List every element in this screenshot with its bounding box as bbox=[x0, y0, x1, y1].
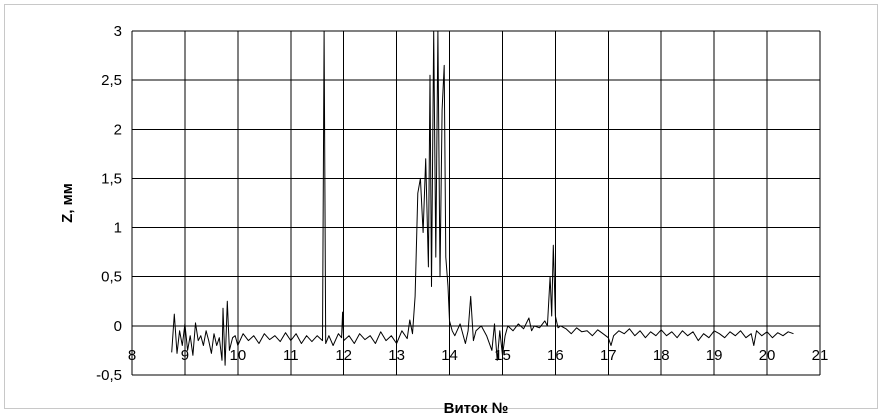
x-tick-label: 18 bbox=[653, 347, 670, 364]
x-axis-title: Виток № bbox=[444, 400, 509, 417]
x-tick-label: 20 bbox=[759, 347, 776, 364]
x-tick-label: 17 bbox=[600, 347, 617, 364]
y-axis-title: Z, мм bbox=[59, 183, 76, 223]
x-tick-label: 15 bbox=[494, 347, 511, 364]
x-tick-label: 10 bbox=[230, 347, 247, 364]
x-tick-label: 8 bbox=[128, 347, 136, 364]
x-tick-label: 19 bbox=[706, 347, 723, 364]
series-group bbox=[171, 30, 794, 366]
y-tick-label: 2,5 bbox=[101, 72, 122, 89]
y-tick-label: 1 bbox=[114, 220, 122, 237]
x-tick-label: 14 bbox=[441, 347, 458, 364]
x-tick-label: 13 bbox=[388, 347, 405, 364]
y-tick-label: 0,5 bbox=[101, 269, 122, 286]
grid-lines bbox=[131, 30, 821, 376]
x-tick-label: 12 bbox=[335, 347, 352, 364]
x-tick-label: 9 bbox=[181, 347, 189, 364]
y-tick-label: 2 bbox=[114, 121, 122, 138]
y-tick-label: 3 bbox=[114, 23, 122, 40]
y-tick-label: 0 bbox=[114, 318, 122, 335]
chart-frame bbox=[4, 4, 878, 409]
x-tick-labels: 8 9 10 11 12 13 14 15 16 17 18 19 20 21 bbox=[128, 347, 829, 364]
x-tick-label: 11 bbox=[283, 347, 299, 364]
y-tick-labels: 3 2,5 2 1,5 1 0,5 0 -0,5 bbox=[96, 23, 122, 384]
y-tick-label: 1,5 bbox=[101, 170, 122, 187]
x-tick-label: 21 bbox=[812, 347, 829, 364]
series-line-0 bbox=[171, 30, 794, 366]
x-tick-label: 16 bbox=[547, 347, 564, 364]
y-tick-label: -0,5 bbox=[96, 367, 122, 384]
